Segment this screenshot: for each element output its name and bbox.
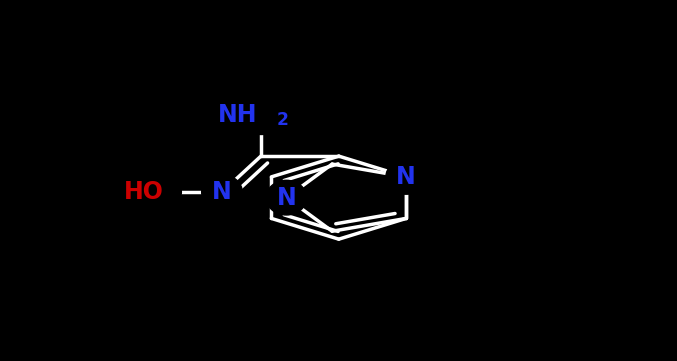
Text: N: N	[396, 165, 416, 189]
Text: 2: 2	[277, 111, 288, 129]
Text: N: N	[276, 186, 297, 210]
Ellipse shape	[266, 180, 307, 215]
Ellipse shape	[386, 160, 427, 194]
Text: N: N	[212, 180, 232, 204]
Ellipse shape	[202, 175, 242, 209]
Ellipse shape	[215, 95, 307, 134]
Text: HO: HO	[124, 180, 164, 204]
Ellipse shape	[107, 174, 181, 210]
Text: NH: NH	[218, 103, 257, 127]
